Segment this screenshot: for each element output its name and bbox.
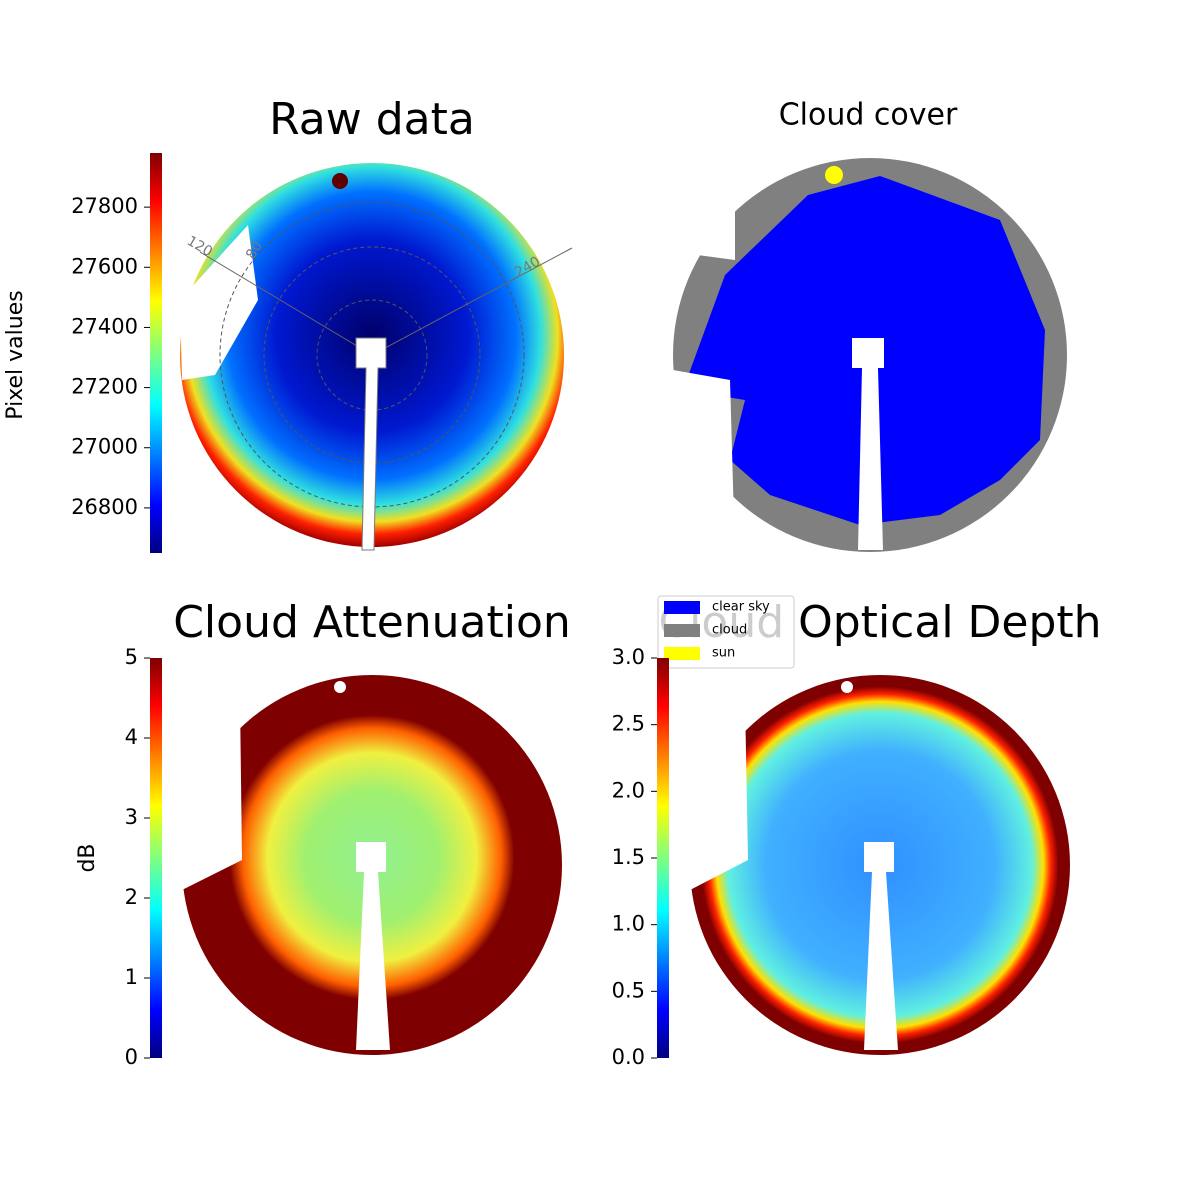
y-tick-label: 0 xyxy=(125,1045,138,1069)
colorbar xyxy=(150,658,162,1058)
legend-label: cloud xyxy=(712,623,747,638)
y-tick-label: 2 xyxy=(125,885,138,909)
legend-swatch xyxy=(664,601,700,614)
y-tick-label: 0.5 xyxy=(612,978,645,1002)
colorbar-label: Pixel values xyxy=(3,290,28,419)
y-tick-label: 27600 xyxy=(71,254,138,278)
panel-title: Raw data xyxy=(269,94,475,145)
colorbar xyxy=(657,658,669,1058)
colorbar-label: dB xyxy=(75,843,100,872)
raw-image xyxy=(180,163,573,551)
panel-title: Cloud Attenuation xyxy=(173,597,571,648)
legend-label: clear sky xyxy=(712,600,770,615)
y-tick-label: 1.5 xyxy=(612,845,645,869)
y-tick-label: 27800 xyxy=(71,194,138,218)
legend: clear sky cloud sun xyxy=(657,595,795,669)
legend-swatch xyxy=(664,624,700,637)
attenuation-image xyxy=(175,675,562,1055)
y-tick-label: 0.0 xyxy=(612,1045,645,1069)
y-tick-label: 27200 xyxy=(71,375,138,399)
legend-label: sun xyxy=(712,646,735,661)
y-tick-label: 27400 xyxy=(71,314,138,338)
optical-depth-image xyxy=(680,675,1070,1055)
cloud-cover-image xyxy=(660,158,1067,555)
y-tick-label: 2.5 xyxy=(612,712,645,736)
y-tick-label: 1.0 xyxy=(612,912,645,936)
legend-swatch xyxy=(664,647,700,660)
y-tick-label: 4 xyxy=(125,725,138,749)
y-tick-label: 1 xyxy=(125,965,138,989)
y-tick-label: 3 xyxy=(125,805,138,829)
panel-title: Cloud cover xyxy=(779,98,958,133)
polar-label: 80 xyxy=(243,239,266,262)
y-tick-label: 2.0 xyxy=(612,778,645,802)
y-tick-label: 27000 xyxy=(71,435,138,459)
y-tick-label: 26800 xyxy=(71,495,138,519)
colorbar xyxy=(150,153,162,553)
y-tick-label: 3.0 xyxy=(612,645,645,669)
y-tick-label: 5 xyxy=(125,645,138,669)
